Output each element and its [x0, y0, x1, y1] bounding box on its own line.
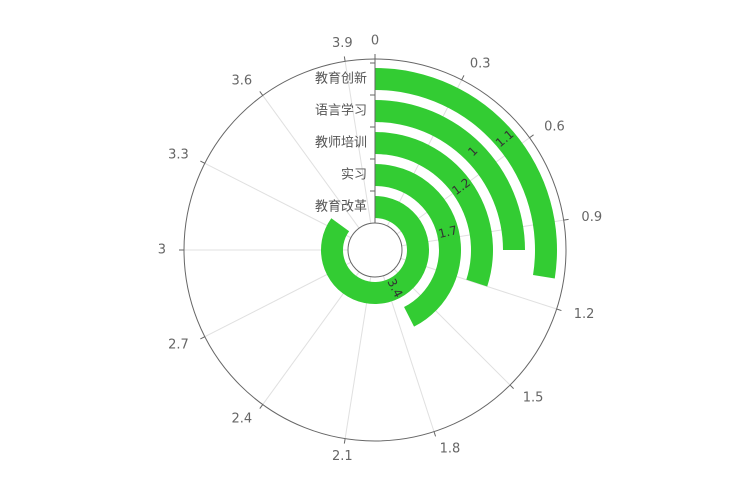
angle-tick: [343, 438, 346, 444]
angle-tick: [200, 160, 206, 164]
bar-4: [375, 100, 525, 250]
angle-tick-label: 1.8: [440, 441, 461, 456]
category-label: 教育创新: [315, 71, 367, 87]
grid-line: [204, 162, 352, 239]
bar-1: [321, 196, 429, 304]
angle-tick: [563, 218, 569, 221]
bar-5: [375, 68, 557, 279]
angle-tick: [259, 91, 264, 96]
angle-tick: [433, 431, 437, 437]
angle-tick-label: 0.9: [581, 210, 602, 225]
category-label: 语言学习: [315, 103, 367, 119]
category-label: 教师培训: [315, 135, 367, 151]
bar-2: [375, 164, 462, 327]
angle-grid: [184, 61, 564, 439]
angle-tick-label: 3.9: [332, 36, 353, 51]
grid-line: [204, 261, 352, 338]
category-label: 教育改革: [315, 199, 367, 215]
grid-line: [344, 276, 372, 439]
angle-tick-label: 2.4: [231, 412, 252, 427]
bar-3: [375, 132, 493, 287]
angle-tick-label: 2.1: [332, 449, 353, 464]
grid-line: [262, 271, 360, 405]
category-label: 实习: [341, 168, 367, 183]
angle-tick: [200, 336, 206, 340]
grid-line: [262, 95, 360, 229]
grid-line: [344, 61, 372, 224]
angle-tick: [556, 308, 562, 312]
data-label: 1.7: [437, 223, 459, 241]
inner-axis-circle: [347, 222, 403, 278]
axes: 0 0.3 0.6 0.9 1.2 1.5 1.8 2.1 2.4 2.7 3 3.3 3.6 3.9 教育…: [158, 34, 602, 464]
angle-tick-label: 0.6: [544, 120, 565, 135]
angle-tick: [529, 134, 534, 139]
grid-line: [400, 257, 557, 310]
angle-tick-label: 0.3: [470, 56, 491, 71]
angle-tick: [509, 384, 514, 389]
angle-tick-label: 3: [158, 243, 166, 258]
angle-tick-label: 0: [371, 34, 379, 49]
grid-line: [382, 275, 435, 432]
angle-tick-label: 3.6: [231, 73, 252, 88]
angle-tick: [259, 404, 264, 409]
grid-line: [393, 268, 511, 386]
bar-series: [321, 68, 557, 327]
angle-tick: [461, 75, 465, 81]
angle-tick: [343, 56, 346, 62]
angle-tick-label: 2.7: [168, 337, 189, 352]
angle-tick-label: 1.2: [574, 307, 595, 322]
angle-tick-label: 3.3: [168, 148, 189, 163]
angle-tick-label: 1.5: [523, 390, 544, 405]
